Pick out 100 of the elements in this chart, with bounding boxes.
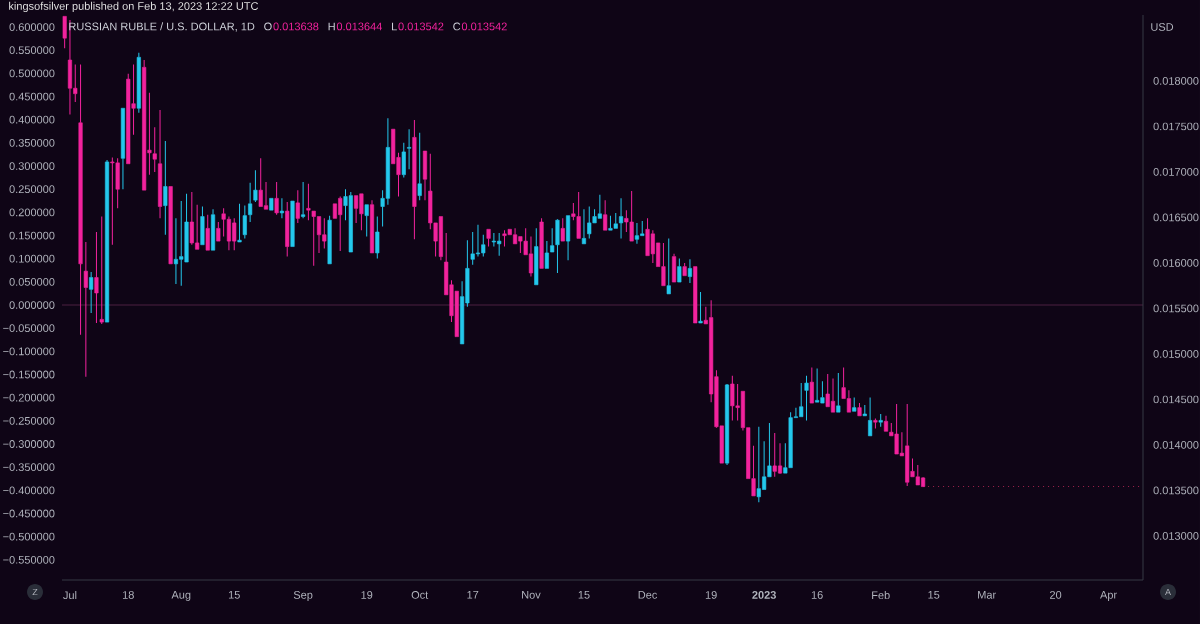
candlestick bbox=[168, 186, 173, 265]
annotation: C bbox=[453, 22, 461, 31]
candlestick bbox=[693, 266, 698, 324]
annotation: H bbox=[328, 22, 335, 31]
candlestick bbox=[804, 375, 809, 421]
x-tick-label: Jul bbox=[63, 591, 77, 600]
candlestick bbox=[486, 228, 491, 248]
y-tick-label: 0.550000 bbox=[9, 46, 55, 55]
candlestick bbox=[94, 231, 99, 324]
candlestick bbox=[555, 219, 560, 274]
candlestick bbox=[157, 109, 163, 219]
candlestick bbox=[878, 413, 883, 428]
candlestick bbox=[603, 199, 608, 231]
candlestick bbox=[852, 397, 857, 412]
annotation: L bbox=[392, 22, 397, 31]
y-tick-label: −0.150000 bbox=[3, 370, 55, 379]
candlestick bbox=[269, 198, 274, 211]
y2-tick-label: 0.014500 bbox=[1153, 395, 1199, 404]
y-tick-label: −0.450000 bbox=[3, 509, 55, 518]
candlestick bbox=[677, 257, 682, 283]
y-tick-label: 0.150000 bbox=[9, 231, 55, 240]
candlestick bbox=[671, 253, 677, 283]
candlestick bbox=[205, 214, 210, 251]
candlestick bbox=[809, 367, 814, 404]
y-tick-label: −0.350000 bbox=[3, 463, 55, 472]
annotation: 0.013542 bbox=[461, 22, 507, 31]
y-tick-label: 0.300000 bbox=[9, 162, 55, 170]
candlestick bbox=[285, 201, 290, 258]
candlestick bbox=[210, 208, 216, 251]
y2-tick-label: 0.015500 bbox=[1153, 304, 1199, 313]
x-tick-label: Mar bbox=[978, 591, 996, 599]
candlestick bbox=[295, 189, 300, 224]
candlestick bbox=[687, 258, 692, 284]
x-tick-label: Nov bbox=[522, 591, 541, 599]
x-tick-label: Oct bbox=[411, 591, 429, 599]
x-tick-label: 15 bbox=[228, 591, 240, 599]
candlestick bbox=[375, 216, 380, 259]
x-tick-label: Apr bbox=[1100, 591, 1117, 601]
candlestick bbox=[422, 150, 428, 201]
candlestick bbox=[364, 204, 369, 238]
y-tick-label: −0.550000 bbox=[3, 555, 55, 564]
x-tick-label: 18 bbox=[122, 591, 134, 599]
y-tick-label: 0.450000 bbox=[9, 92, 55, 101]
y-tick-label: −0.100000 bbox=[3, 347, 55, 356]
x-tick-label: 2023 bbox=[752, 591, 776, 599]
candlestick bbox=[369, 199, 375, 254]
candlestick bbox=[120, 107, 125, 190]
x-tick-label: 19 bbox=[705, 591, 717, 599]
candlestick bbox=[534, 227, 539, 286]
x-tick-label: Aug bbox=[171, 591, 191, 601]
candlestick bbox=[237, 203, 242, 243]
candlestick bbox=[581, 208, 587, 245]
y2-tick-label: 0.016500 bbox=[1153, 213, 1199, 222]
y-tick-label: 0.000000 bbox=[9, 301, 55, 309]
x-tick-label: 16 bbox=[811, 591, 823, 599]
candlestick bbox=[105, 159, 110, 323]
y2-tick-label: 0.017500 bbox=[1153, 122, 1199, 131]
y2-tick-label: 0.016000 bbox=[1153, 259, 1199, 267]
candlestick bbox=[560, 217, 565, 242]
y2-tick-label: 0.013000 bbox=[1153, 532, 1199, 540]
y-tick-label: 0.500000 bbox=[9, 69, 55, 78]
x-tick-label: Sep bbox=[293, 591, 313, 602]
candlestick bbox=[216, 221, 221, 242]
candlestick bbox=[836, 372, 841, 413]
annotation: 0.013638 bbox=[273, 22, 319, 31]
candlestick bbox=[566, 215, 571, 261]
candlestick bbox=[83, 241, 88, 378]
candlestick bbox=[89, 271, 94, 314]
candlestick bbox=[62, 16, 67, 49]
y-tick-label: −0.050000 bbox=[3, 324, 55, 333]
y-tick-label: −0.400000 bbox=[3, 486, 55, 495]
candlestick bbox=[698, 291, 703, 324]
y2-tick-label: 0.013500 bbox=[1153, 486, 1199, 495]
candlestick bbox=[883, 415, 889, 432]
y-tick-label: −0.200000 bbox=[3, 393, 55, 402]
x-tick-label: 15 bbox=[578, 591, 590, 599]
candlestick bbox=[290, 200, 295, 247]
candlestick bbox=[274, 181, 279, 216]
y2-tick-label: 0.014000 bbox=[1153, 441, 1199, 449]
candlestick bbox=[301, 181, 306, 219]
candlestick bbox=[78, 64, 83, 336]
candlestick bbox=[200, 206, 205, 246]
x-tick-label: Feb bbox=[872, 591, 890, 600]
candlestick bbox=[407, 128, 412, 170]
candlestick bbox=[417, 132, 422, 201]
x-tick-label: 19 bbox=[361, 591, 373, 599]
y-tick-label: 0.250000 bbox=[9, 185, 55, 194]
candlestick bbox=[412, 119, 417, 240]
y-tick-label: 0.050000 bbox=[9, 277, 55, 286]
x-tick-label: Dec bbox=[638, 591, 658, 599]
candlestick bbox=[868, 397, 873, 437]
y-tick-label: 0.400000 bbox=[9, 115, 55, 124]
y-tick-label: 0.600000 bbox=[9, 23, 55, 31]
x-tick-label: 15 bbox=[928, 591, 940, 599]
y-tick-label: 0.100000 bbox=[9, 254, 55, 263]
candlestick bbox=[253, 169, 258, 203]
annotation: 0.013542 bbox=[398, 22, 444, 31]
candlestick bbox=[279, 197, 284, 219]
y-tick-label: −0.300000 bbox=[3, 440, 55, 448]
text: kingsofsilver published on Feb 13, 2023 12:22 UTC bbox=[9, 1, 259, 13]
